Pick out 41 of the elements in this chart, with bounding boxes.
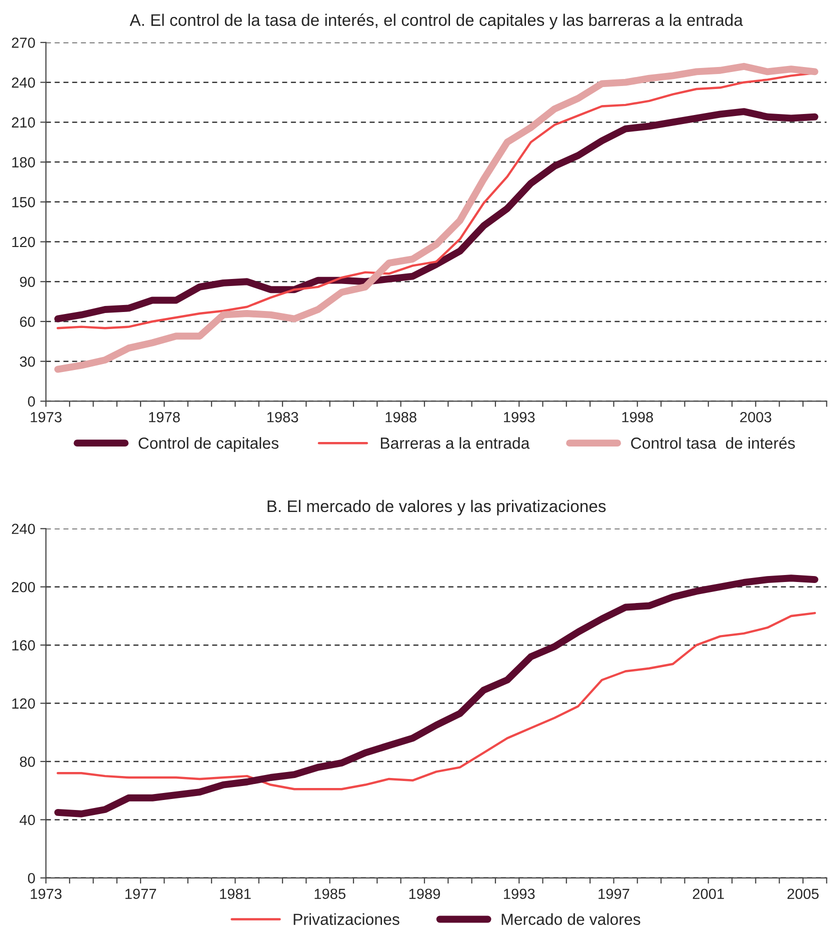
y-tick-label: 0 — [28, 873, 35, 884]
legend-label: Barreras a la entrada — [380, 437, 530, 449]
legend-label: Control tasa de interés — [631, 436, 795, 449]
y-tick-label: 270 — [12, 38, 35, 48]
y-tick-label: 90 — [20, 276, 35, 288]
y-tick-label: 240 — [12, 524, 35, 534]
y-tick-label: 40 — [20, 814, 35, 826]
x-tick-label: 1998 — [622, 412, 653, 422]
y-tick-label: 160 — [12, 640, 35, 650]
line-series — [56, 612, 816, 790]
x-tick-label: 1978 — [149, 412, 180, 422]
legend-label: Control de capitales — [138, 437, 278, 452]
y-tick-label: 120 — [12, 698, 35, 709]
x-tick-label: 1985 — [314, 888, 346, 900]
y-tick-label: 0 — [28, 396, 35, 407]
x-tick-label: 1997 — [598, 888, 630, 900]
y-tick-label: 60 — [20, 316, 35, 327]
x-tick-label: 1983 — [267, 412, 298, 422]
x-tick-label: 1989 — [409, 888, 440, 900]
y-tick-label: 30 — [20, 356, 35, 367]
legend-label: Privatizaciones — [294, 913, 400, 925]
x-tick-label: 1981 — [220, 888, 251, 900]
y-tick-label: 120 — [12, 236, 35, 248]
y-tick-label: 80 — [20, 756, 35, 767]
chart-title: B. El mercado de valores y las privatizaciones — [268, 500, 606, 516]
x-tick-label: 1993 — [504, 412, 535, 422]
y-tick-label: 210 — [12, 117, 35, 128]
x-tick-label: 1988 — [386, 412, 416, 422]
x-tick-label: 2001 — [692, 888, 724, 900]
x-tick-label: 1973 — [30, 412, 62, 422]
x-tick-label: 1977 — [125, 888, 156, 900]
y-tick-label: 200 — [12, 582, 35, 592]
chart-title: A. El control de la tasa de interés, el control de capitales y las barreras a la entrada — [130, 14, 743, 30]
x-tick-label: 2003 — [740, 412, 772, 422]
x-tick-label: 1993 — [504, 888, 535, 900]
x-tick-label: 2005 — [788, 888, 819, 900]
legend-label: Mercado de valores — [502, 913, 640, 925]
x-tick-label: 1973 — [30, 888, 62, 900]
y-tick-label: 150 — [12, 197, 35, 208]
y-tick-label: 240 — [12, 77, 35, 88]
y-tick-label: 180 — [12, 157, 35, 168]
